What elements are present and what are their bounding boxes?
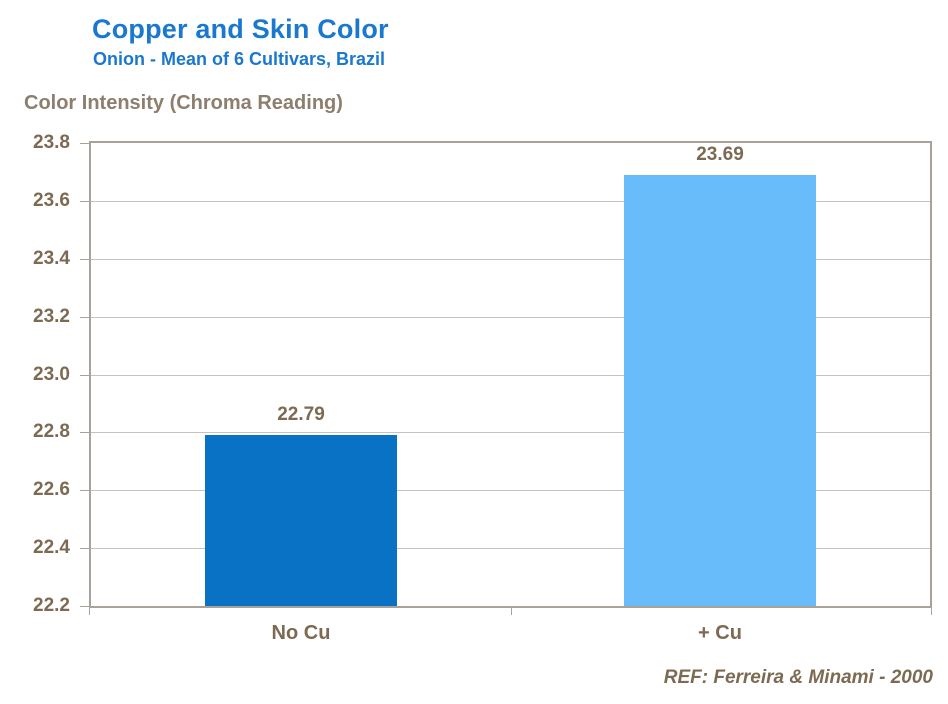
gridline — [91, 259, 930, 260]
y-axis-tick — [80, 606, 89, 607]
y-axis-tick — [80, 317, 89, 318]
x-axis-tick — [511, 608, 512, 615]
bar-no-cu — [205, 435, 397, 606]
gridline — [91, 201, 930, 202]
reference-text: REF: Ferreira & Minami - 2000 — [663, 667, 933, 688]
bar-value-label: 23.69 — [696, 144, 744, 165]
y-tick-label: 23.0 — [33, 364, 70, 385]
y-axis-tick — [80, 143, 89, 144]
bar-value-label: 22.79 — [277, 404, 325, 425]
x-category-label-cu: + Cu — [698, 622, 742, 644]
bar-cu — [624, 175, 816, 606]
plot-area — [89, 141, 932, 608]
gridline — [91, 490, 930, 491]
y-axis-tick — [80, 548, 89, 549]
gridline — [91, 317, 930, 318]
gridline — [91, 432, 930, 433]
x-axis-tick — [931, 608, 932, 615]
y-tick-label: 22.2 — [33, 595, 70, 616]
y-axis-tick — [80, 432, 89, 433]
x-category-label-no-cu: No Cu — [271, 622, 331, 644]
chart-title: Copper and Skin Color — [92, 14, 389, 44]
gridline — [91, 375, 930, 376]
y-axis-tick — [80, 375, 89, 376]
y-tick-label: 22.4 — [33, 537, 70, 558]
y-axis-tick — [80, 201, 89, 202]
y-tick-label: 23.6 — [33, 190, 70, 211]
x-axis-tick — [89, 608, 90, 615]
y-axis-title: Color Intensity (Chroma Reading) — [24, 92, 343, 114]
y-tick-label: 22.8 — [33, 421, 70, 442]
gridline — [91, 548, 930, 549]
y-tick-label: 23.4 — [33, 248, 70, 269]
y-tick-label: 23.8 — [33, 132, 70, 153]
chart-subtitle: Onion - Mean of 6 Cultivars, Brazil — [93, 49, 386, 69]
y-axis-tick — [80, 259, 89, 260]
y-tick-label: 23.2 — [33, 306, 70, 327]
y-tick-label: 22.6 — [33, 479, 70, 500]
y-axis-tick — [80, 490, 89, 491]
